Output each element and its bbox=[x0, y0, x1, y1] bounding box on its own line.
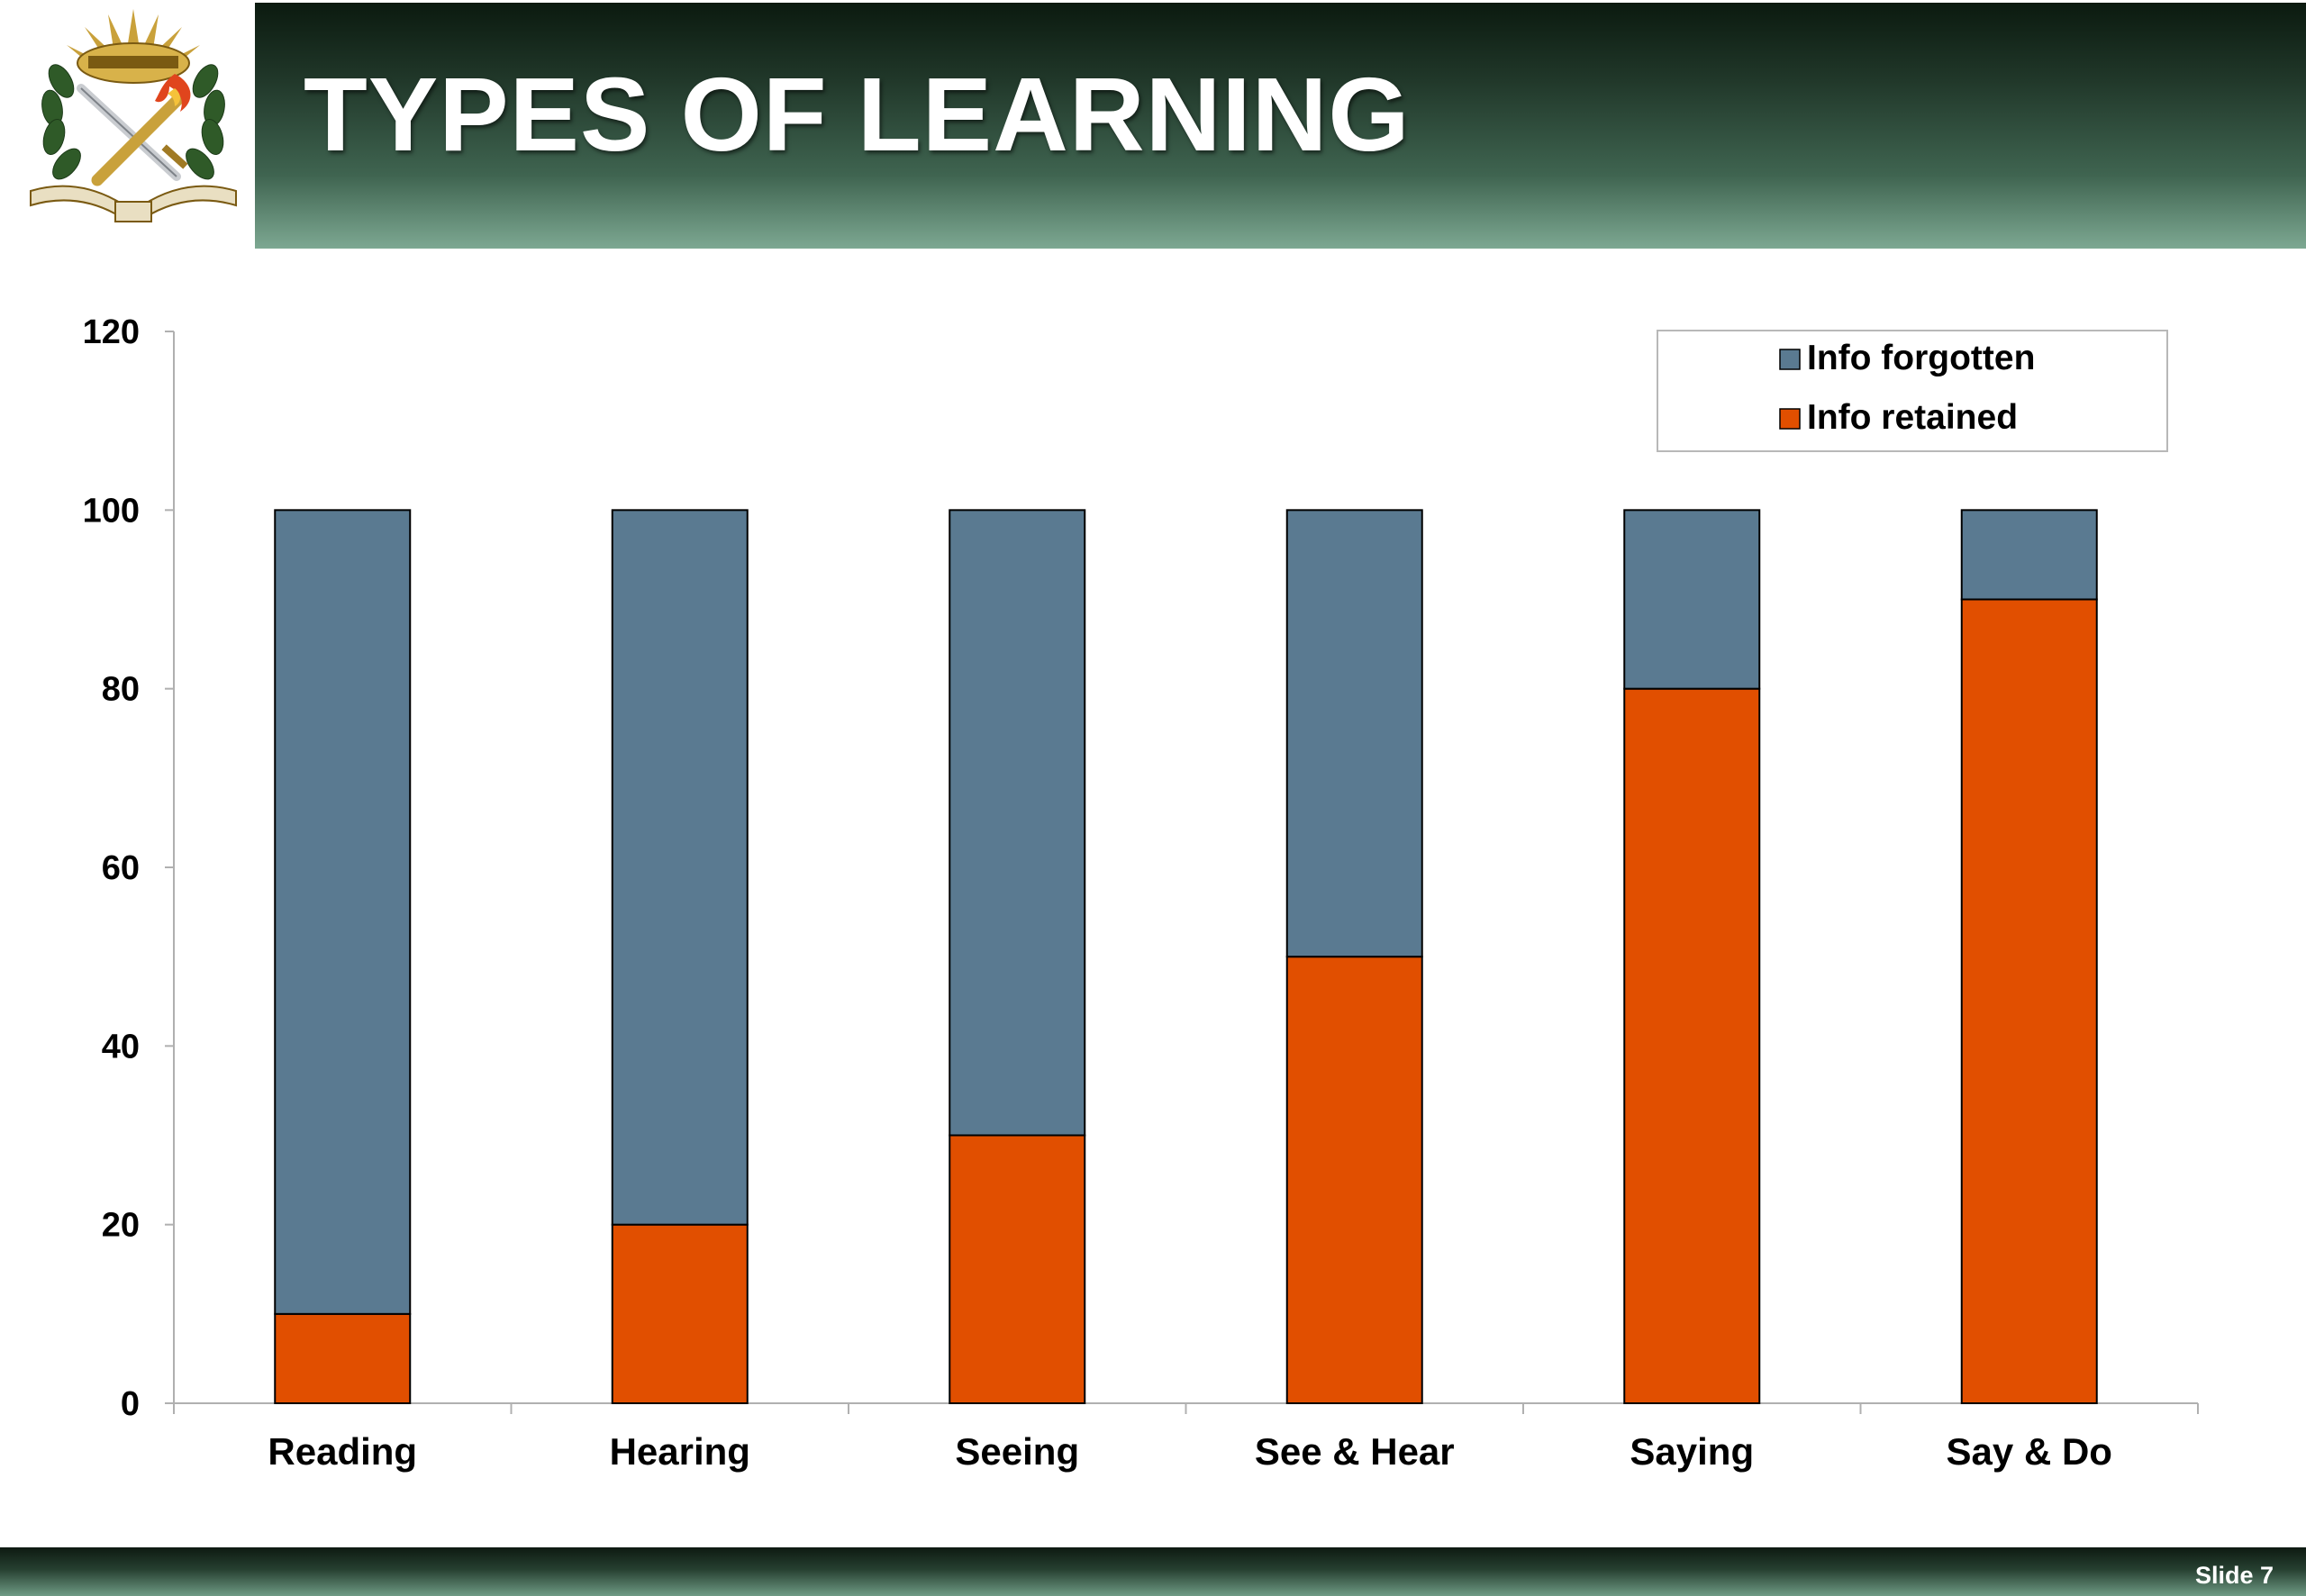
bar-info-forgotten bbox=[1960, 509, 2098, 601]
x-tick-label: Say & Do bbox=[1947, 1430, 2112, 1473]
y-tick-label: 60 bbox=[102, 849, 140, 887]
bar-info-retained bbox=[1285, 956, 1423, 1404]
title-banner: TYPES OF LEARNING bbox=[255, 3, 2306, 249]
bar-info-forgotten bbox=[611, 509, 749, 1226]
legend-box bbox=[1657, 330, 2168, 452]
y-tick-label: 0 bbox=[121, 1385, 140, 1423]
bar-info-forgotten bbox=[274, 509, 412, 1315]
x-tick-label: Reading bbox=[268, 1430, 417, 1473]
legend-swatch-info-retained bbox=[1779, 408, 1801, 430]
chart-legend: Info forgotten Info retained bbox=[1657, 330, 2168, 452]
x-tick-label: Hearing bbox=[610, 1430, 750, 1473]
x-tick-label: Seeing bbox=[955, 1430, 1079, 1473]
bar-info-forgotten bbox=[1623, 509, 1761, 690]
bar-info-retained bbox=[274, 1312, 412, 1405]
y-tick-label: 80 bbox=[102, 671, 140, 709]
footer-banner: Slide 7 bbox=[0, 1547, 2306, 1596]
slide-title: TYPES OF LEARNING bbox=[304, 56, 1411, 173]
sword-icon bbox=[77, 84, 188, 181]
bar-info-retained bbox=[1623, 687, 1761, 1404]
bar-info-forgotten bbox=[949, 509, 1086, 1137]
legend-swatch-info-forgotten bbox=[1779, 349, 1801, 370]
y-tick-label: 40 bbox=[102, 1028, 140, 1066]
x-tick-label: See & Hear bbox=[1255, 1430, 1455, 1473]
bar-info-forgotten bbox=[1285, 509, 1423, 958]
slide-number: Slide 7 bbox=[2194, 1562, 2274, 1589]
rising-sun-icon bbox=[67, 9, 200, 84]
bar-info-retained bbox=[949, 1134, 1086, 1404]
y-tick-label: 20 bbox=[102, 1207, 140, 1245]
bar-info-retained bbox=[1960, 598, 2098, 1404]
legend-label-info-retained: Info retained bbox=[1807, 398, 2018, 437]
laurel-wreath-icon bbox=[41, 64, 225, 180]
legend-label-info-forgotten: Info forgotten bbox=[1807, 339, 2035, 377]
bar-info-retained bbox=[611, 1223, 749, 1404]
army-cadets-emblem bbox=[30, 9, 237, 222]
motto-scroll bbox=[30, 185, 237, 222]
torch-icon bbox=[91, 74, 191, 186]
y-tick-label: 120 bbox=[83, 313, 140, 351]
y-tick-label: 100 bbox=[83, 492, 140, 530]
x-tick-label: Saying bbox=[1630, 1430, 1754, 1473]
